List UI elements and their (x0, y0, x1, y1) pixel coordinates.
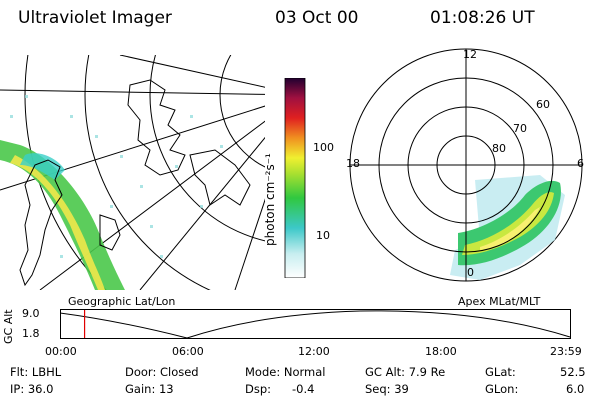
altitude-xtick-2359: 23:59 (550, 345, 582, 358)
altitude-plot (60, 309, 571, 339)
coastline (189, 149, 251, 206)
gc-alt-info: GC Alt: 7.9 Re (365, 365, 446, 379)
mode-info: Mode: Normal (245, 365, 326, 379)
coastline (127, 79, 186, 176)
glat-label: GLat: (485, 365, 516, 379)
dsp-value: -0.4 (292, 382, 315, 396)
geographic-auroral-image (0, 55, 265, 290)
altitude-xtick-1800: 18:00 (425, 345, 457, 358)
coastline (19, 159, 63, 287)
door-info: Door: Closed (125, 365, 199, 379)
polar-panel-caption: Apex MLat/MLT (458, 295, 541, 308)
latitude-circle (84, 55, 211, 290)
color-scale-bar (284, 78, 306, 278)
gain-info: Gain: 13 (125, 382, 174, 396)
auroral-oval (0, 140, 125, 290)
altitude-plot-frame (60, 309, 571, 339)
latitude-circle (149, 55, 265, 242)
mlat-label-70: 70 (513, 122, 527, 135)
ip-info: IP: 36.0 (10, 382, 54, 396)
altitude-xtick-1200: 12:00 (298, 345, 330, 358)
colorbar-tick-10: 10 (316, 229, 330, 242)
glat-value: 52.5 (560, 365, 586, 379)
time-label: 01:08:26 UT (430, 8, 535, 28)
altitude-ylabel: GC Alt (2, 309, 15, 344)
seq-info: Seq: 39 (365, 382, 409, 396)
auroral-oval-core (10, 155, 105, 290)
dsp-label: Dsp: (245, 382, 272, 396)
coastline (99, 214, 121, 251)
altitude-ytick-1-8: 1.8 (22, 327, 40, 340)
colorbar-unit-label: photon cm⁻²s⁻¹ (263, 153, 277, 246)
altitude-curve (60, 310, 571, 339)
meridian-line (0, 89, 265, 95)
auroral-scatter (10, 95, 223, 258)
meridian-line (119, 55, 265, 88)
filter-info: Flt: LBHL (10, 365, 62, 379)
meridian-line (139, 136, 265, 290)
mlat-label-80: 80 (492, 142, 506, 155)
mlt-label-0: 0 (467, 266, 474, 279)
glon-label: GLon: (485, 382, 519, 396)
altitude-ytick-9: 9.0 (22, 307, 40, 320)
colorbar-tick-100: 100 (313, 141, 334, 154)
mlt-label-12: 12 (463, 48, 477, 61)
date-label: 03 Oct 00 (275, 8, 359, 28)
meridian-line (234, 198, 265, 290)
mlt-label-6: 6 (577, 157, 584, 170)
polar-mlat-mlt-plot (349, 48, 583, 282)
altitude-xtick-0600: 06:00 (172, 345, 204, 358)
latitude-circle (219, 55, 265, 168)
altitude-xtick-0000: 00:00 (45, 345, 77, 358)
mlat-label-60: 60 (536, 98, 550, 111)
left-panel-caption: Geographic Lat/Lon (68, 295, 176, 308)
auroral-oval-polar (450, 175, 565, 280)
glon-value: 6.0 (566, 382, 585, 396)
instrument-title: Ultraviolet Imager (18, 8, 172, 28)
mlt-label-18: 18 (346, 157, 360, 170)
